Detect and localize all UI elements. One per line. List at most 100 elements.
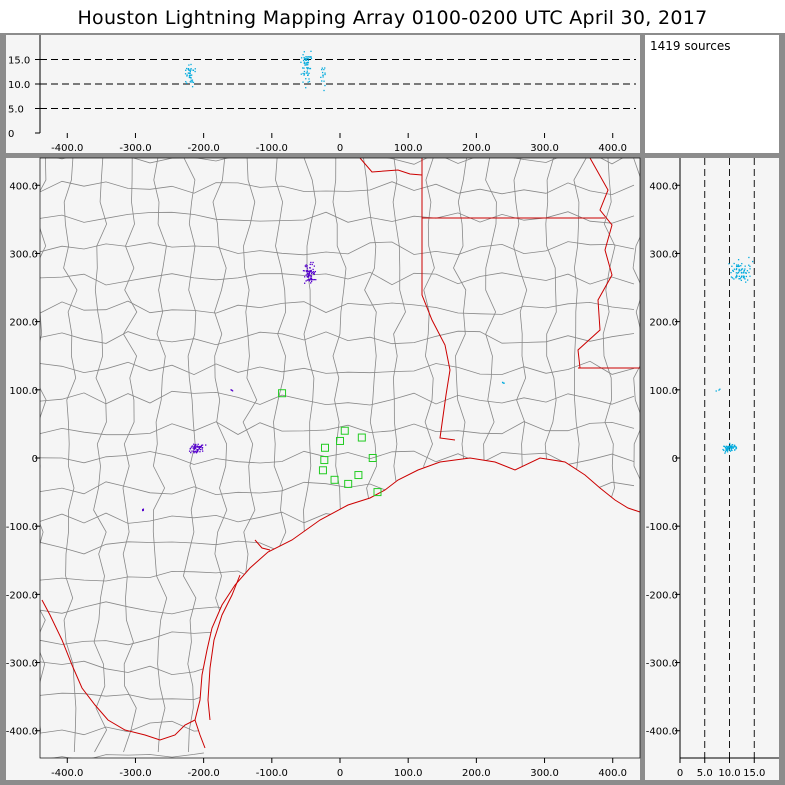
ns-source-point <box>730 447 732 449</box>
plan-source-point <box>308 273 311 275</box>
station-marker <box>354 471 363 480</box>
ns-source-point <box>732 447 734 449</box>
plan-source-point <box>306 275 309 278</box>
altitude-source-point <box>322 76 324 78</box>
altitude-y-tick-label: 15.0 <box>8 56 30 67</box>
plan-source-point <box>308 276 310 278</box>
altitude-y-tick-label: 5.0 <box>8 105 24 116</box>
ns-source-point <box>743 270 745 272</box>
ns-x-tick-label: 5.0 <box>697 768 713 779</box>
ns-source-point <box>732 447 734 449</box>
altitude-source-point <box>306 56 308 58</box>
ns-reference-lines <box>704 158 755 758</box>
plan-source-point <box>308 279 311 281</box>
ns-source-point <box>746 279 749 281</box>
altitude-source-point <box>187 68 190 70</box>
plan-y-tick-label: 100.0 <box>9 386 38 397</box>
ns-source-point <box>746 270 749 272</box>
altitude-source-point <box>303 51 305 53</box>
ns-source-point <box>738 275 740 277</box>
altitude-source-point <box>185 69 187 71</box>
altitude-source-point <box>190 81 192 83</box>
altitude-source-point <box>305 56 307 58</box>
ns-source-point <box>740 272 743 274</box>
ns-y-tick-label: 200.0 <box>649 318 678 329</box>
county-line <box>40 300 635 315</box>
county-line <box>56 158 624 165</box>
altitude-source-point <box>190 63 192 66</box>
ns-source-point <box>733 449 736 451</box>
plan-source-point <box>190 446 193 448</box>
altitude-source-point <box>306 68 309 70</box>
ns-source-point <box>745 272 747 274</box>
plan-source-point <box>502 382 504 384</box>
plan-source-point <box>199 451 201 453</box>
altitude-source-point <box>307 67 310 69</box>
altitude-source-point <box>307 59 310 62</box>
plan-source-point <box>193 452 195 454</box>
ns-source-point <box>728 448 730 450</box>
altitude-source-point <box>321 71 324 74</box>
ns-source-point <box>731 444 734 446</box>
station-marker <box>321 443 329 452</box>
plan-y-tick-label: -100.0 <box>6 522 38 533</box>
plan-source-point <box>191 445 193 447</box>
altitude-source-point <box>191 79 194 81</box>
plan-x-tick-label: 0 <box>337 768 343 779</box>
altitude-source-point <box>305 62 307 64</box>
ns-source-point <box>735 274 738 276</box>
ns-source-point <box>739 278 741 280</box>
ns-source-point <box>729 450 732 452</box>
county-line <box>40 330 635 346</box>
plan-source-point <box>195 445 197 447</box>
ns-source-point <box>743 272 745 274</box>
ns-source-point <box>732 269 734 272</box>
ns-y-tick-label: -400.0 <box>646 727 678 738</box>
gulf-of-mexico <box>195 458 640 758</box>
plan-y-tick-label: -400.0 <box>6 727 38 738</box>
ns-source-point <box>741 268 744 270</box>
ns-source-point <box>735 272 737 274</box>
texas-inner-coast <box>41 539 271 741</box>
plan-x-tick-label: -400.0 <box>51 768 83 779</box>
ns-source-point <box>740 269 742 272</box>
ns-source-point <box>748 264 750 266</box>
ns-source-point <box>733 268 736 270</box>
ns-y-tick-label: 400.0 <box>649 181 678 192</box>
plan-source-point <box>306 279 309 281</box>
altitude-source-point <box>302 67 304 69</box>
plan-source-point <box>309 278 311 280</box>
plan-source-point <box>192 450 195 453</box>
altitude-x-tick-label: 200.0 <box>462 143 491 154</box>
ns-source-point <box>730 271 732 274</box>
plan-source-point <box>312 279 314 281</box>
ns-source-point <box>725 449 727 451</box>
plan-source-point <box>205 444 207 446</box>
plan-source-point <box>310 269 312 272</box>
plan-source-point <box>189 448 191 450</box>
ns-source-point <box>733 262 735 265</box>
plan-source-point <box>202 450 204 452</box>
plan-source-point <box>304 276 306 278</box>
altitude-source-point <box>194 70 196 73</box>
plan-source-point <box>312 271 315 273</box>
altitude-source-point <box>303 61 306 63</box>
altitude-source-point <box>305 58 307 60</box>
plan-source-point <box>192 447 194 449</box>
altitude-source-point <box>305 59 308 61</box>
plan-x-tick-label: 100.0 <box>394 768 423 779</box>
ns-source-point <box>728 263 730 265</box>
altitude-panel-frame <box>6 35 640 153</box>
station-marker <box>330 475 339 484</box>
ns-source-point <box>745 275 748 278</box>
plan-source-point <box>196 446 199 448</box>
county-line <box>93 158 108 753</box>
plan-source-point <box>312 261 314 264</box>
ns-source-point <box>729 442 731 445</box>
county-line <box>40 421 635 436</box>
plan-source-point <box>305 264 307 266</box>
ns-source-point <box>724 446 727 449</box>
ns-source-point <box>738 268 740 271</box>
plan-source-point <box>312 273 315 275</box>
